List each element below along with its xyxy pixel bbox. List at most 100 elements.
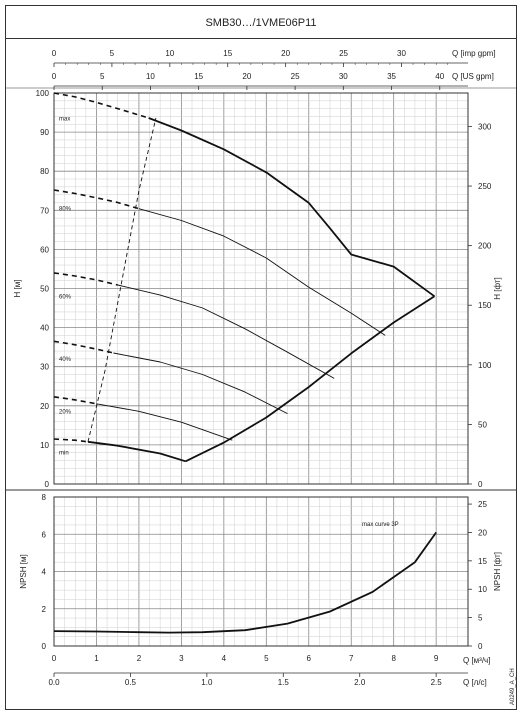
x-m3h-tick-label: 6: [307, 654, 312, 663]
x-m3h-tick-label: 8: [391, 654, 396, 663]
x-top-imp-tick-label: 5: [110, 49, 115, 58]
h-plot-frame: [53, 92, 469, 485]
x-top-us-tick-label: 10: [146, 72, 155, 81]
x-m3h-tick-label: 5: [264, 654, 269, 663]
y-right-tick-label: 300: [478, 122, 492, 131]
y-tick-label: 30: [40, 363, 49, 372]
grid-layer: [53, 92, 469, 647]
x-l-s-axis-label: Q [л/с]: [463, 678, 487, 687]
npsh-series-line: [53, 531, 437, 634]
x-top-us-tick-label: 5: [100, 72, 105, 81]
x-top-imp-tick-label: 10: [165, 49, 174, 58]
series-line-envelope: [87, 117, 157, 442]
x-top-imp-tick-label: 0: [52, 49, 57, 58]
x-top-us-tick-label: 20: [242, 72, 251, 81]
y-tick-label: 60: [40, 245, 49, 254]
npsh-y-tick-label: 4: [42, 568, 47, 577]
x-top-us-axis-label: Q [US gpm]: [452, 72, 494, 81]
outer-frame: [5, 5, 517, 710]
x-m3h-tick-label: 3: [179, 654, 184, 663]
npsh-y-right-tick-label: 20: [478, 528, 487, 537]
side-code: A0249_A_CH: [510, 668, 516, 705]
chart-title: SMB30…/1VME06P11: [205, 17, 316, 29]
x-top-us-tick-label: 15: [194, 72, 203, 81]
series-label: 40%: [59, 357, 72, 363]
series-line-20pct: [53, 396, 97, 405]
x-top-us-tick-label: 25: [291, 72, 300, 81]
x-l-s-tick-label: 0.0: [48, 678, 60, 687]
x-m3h-axis-label: Q [м³/ч]: [463, 656, 490, 665]
x-l-s-tick-label: 2.5: [431, 678, 443, 687]
series-line-80pct: [53, 189, 140, 210]
y-tick-label: 70: [40, 206, 49, 215]
x-top-us-tick-label: 40: [435, 72, 444, 81]
x-l-s-tick-label: 2.0: [354, 678, 366, 687]
series-line-40pct: [53, 340, 114, 354]
series-line-max: [53, 92, 149, 119]
npsh-plot-frame: [53, 496, 469, 647]
y-tick-label: 100: [36, 89, 50, 98]
y-tick-label: 40: [40, 324, 49, 333]
y-tick-label: 0: [45, 480, 50, 489]
x-top-imp-tick-label: 25: [339, 49, 348, 58]
npsh-y-right-tick-label: 0: [478, 642, 483, 651]
x-m3h-tick-label: 4: [222, 654, 227, 663]
x-m3h-tick-label: 9: [434, 654, 439, 663]
series-label: max: [59, 116, 70, 122]
y-tick-label: 80: [40, 167, 49, 176]
y-tick-label: 50: [40, 285, 49, 294]
npsh-y-right-axis-label: NPSH [фт]: [493, 552, 502, 591]
x-top-imp-axis-label: Q [imp gpm]: [452, 49, 496, 58]
x-m3h-tick-label: 1: [94, 654, 99, 663]
plot-frames: [5, 62, 517, 677]
x-top-us-tick-label: 30: [339, 72, 348, 81]
series-line-envelope: [185, 295, 435, 463]
y-axis-label: H [м]: [13, 280, 22, 298]
y-tick-label: 20: [40, 402, 49, 411]
series-line-min: [87, 440, 186, 463]
x-top-imp-tick-label: 30: [397, 49, 406, 58]
y-right-tick-label: 150: [478, 301, 492, 310]
npsh-y-right-tick-label: 5: [478, 614, 483, 623]
npsh-y-right-tick-label: 10: [478, 585, 487, 594]
npsh-y-tick-label: 2: [42, 605, 47, 614]
y-right-tick-label: 250: [478, 182, 492, 191]
labels-layer: 0102030405060708090100050100150200250300…: [13, 49, 502, 687]
y-tick-label: 90: [40, 128, 49, 137]
series-label: 20%: [59, 410, 72, 416]
x-l-s-tick-label: 0.5: [125, 678, 137, 687]
x-m3h-tick-label: 7: [349, 654, 354, 663]
series-line-60pct: [117, 284, 335, 379]
series-label: min: [59, 451, 69, 457]
npsh-y-tick-label: 8: [42, 493, 47, 502]
y-tick-label: 10: [40, 441, 49, 450]
npsh-y-right-tick-label: 25: [478, 500, 487, 509]
npsh-y-tick-label: 6: [42, 530, 47, 539]
series-label: 80%: [59, 206, 72, 212]
y-right-tick-label: 200: [478, 242, 492, 251]
series-line-40pct: [113, 352, 288, 415]
x-top-imp-tick-label: 15: [223, 49, 232, 58]
series-line-min: [53, 438, 89, 443]
series-line-max: [148, 117, 436, 298]
x-top-imp-tick-label: 20: [281, 49, 290, 58]
series-layer: [53, 92, 437, 634]
x-m3h-tick-label: 0: [52, 654, 57, 663]
x-l-s-tick-label: 1.5: [278, 678, 290, 687]
series-label: 60%: [59, 294, 72, 300]
x-top-us-tick-label: 35: [387, 72, 396, 81]
x-l-s-tick-label: 1.0: [201, 678, 213, 687]
series-line-20pct: [96, 403, 233, 441]
y-right-axis-label: H [фт]: [493, 277, 502, 300]
y-right-tick-label: 100: [478, 361, 492, 370]
npsh-annotation: max curve 3P: [362, 522, 399, 528]
x-top-us-tick-label: 0: [52, 72, 57, 81]
y-right-tick-label: 50: [478, 420, 487, 429]
x-m3h-tick-label: 2: [137, 654, 142, 663]
npsh-y-tick-label: 0: [42, 642, 47, 651]
series-line-80pct: [138, 208, 386, 336]
npsh-y-axis-label: NPSH [м]: [19, 554, 28, 588]
npsh-y-right-tick-label: 15: [478, 557, 487, 566]
